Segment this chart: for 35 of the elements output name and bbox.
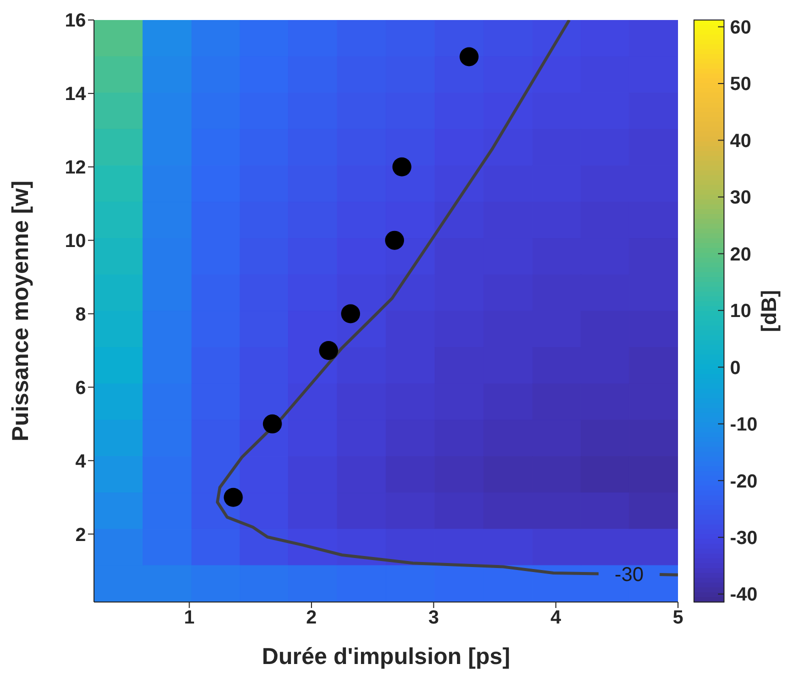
x-tick-label: 4: [550, 607, 562, 628]
point: [392, 157, 412, 176]
color-bar-label: 10: [730, 301, 752, 322]
y-tick-label: 4: [75, 451, 86, 472]
color-bar-label: -10: [730, 414, 758, 436]
x-tick-label: 1: [184, 607, 196, 628]
color-bar-label: -30: [730, 528, 758, 549]
point: [224, 488, 243, 507]
point: [385, 230, 404, 250]
color-bar-label: -20: [730, 471, 758, 492]
point: [460, 47, 479, 66]
x-tick-label: 3: [428, 607, 439, 628]
color-bar-label: 50: [730, 74, 752, 96]
point: [341, 304, 360, 324]
color-bar-label: -40: [730, 584, 758, 606]
y-tick-label: 16: [64, 10, 86, 32]
color-bar-title: [dB]: [758, 290, 781, 332]
y-tick-label: 6: [75, 378, 86, 399]
color-bar-label: 40: [730, 130, 752, 152]
x-tick-label: 2: [306, 607, 317, 628]
color-bar-label: 60: [730, 17, 752, 38]
y-tick-label: 10: [64, 231, 86, 252]
y-axis-title: Puissance moyenne [w]: [7, 180, 34, 442]
color-bar-label: 20: [730, 244, 752, 266]
y-tick-label: 2: [75, 524, 86, 546]
y-tick-label: 8: [75, 304, 86, 326]
point: [262, 414, 282, 434]
point: [319, 340, 338, 360]
y-tick-label: 14: [64, 84, 86, 106]
annotation: -30: [614, 564, 644, 586]
x-tick-label: 5: [672, 607, 684, 628]
color-bar-label: 30: [730, 188, 752, 209]
color-bar-label: 0: [730, 358, 741, 379]
y-tick-label: 12: [64, 158, 86, 179]
x-axis-title: Durée d'impulsion [ps]: [262, 643, 510, 669]
